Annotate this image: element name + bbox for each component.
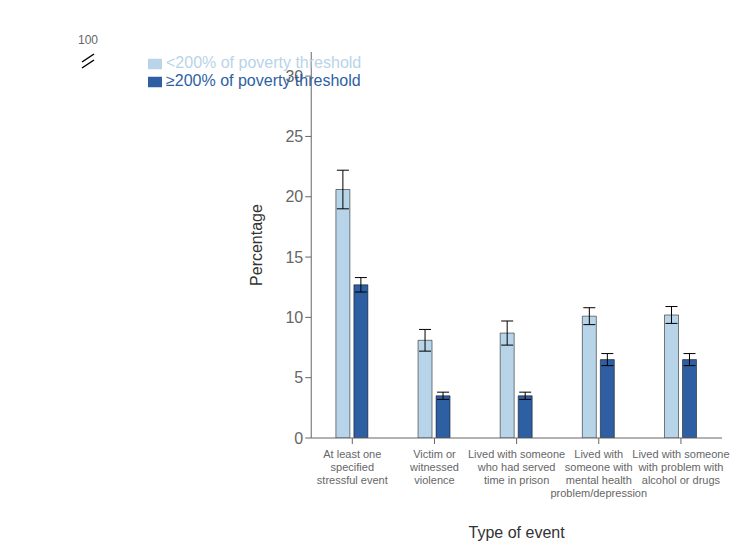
svg-text:Lived with someonewho had serv: Lived with someonewho had servedtime in … xyxy=(468,448,565,486)
svg-text:10: 10 xyxy=(285,309,303,326)
svg-text:30: 30 xyxy=(285,68,303,85)
svg-text:0: 0 xyxy=(294,430,303,447)
svg-text:25: 25 xyxy=(285,128,303,145)
svg-text:At least onespecifiedstressful: At least onespecifiedstressful event xyxy=(317,448,388,486)
svg-text:100: 100 xyxy=(78,33,98,47)
svg-text:Lived with someonewith problem: Lived with someonewith problem withalcoh… xyxy=(632,448,729,486)
svg-text:Victim orwitnessedviolence: Victim orwitnessedviolence xyxy=(409,448,459,486)
svg-text:15: 15 xyxy=(285,249,303,266)
svg-text:Percentage: Percentage xyxy=(248,204,265,286)
svg-text:Type of event: Type of event xyxy=(469,524,566,541)
svg-text:5: 5 xyxy=(294,369,303,386)
svg-text:20: 20 xyxy=(285,188,303,205)
